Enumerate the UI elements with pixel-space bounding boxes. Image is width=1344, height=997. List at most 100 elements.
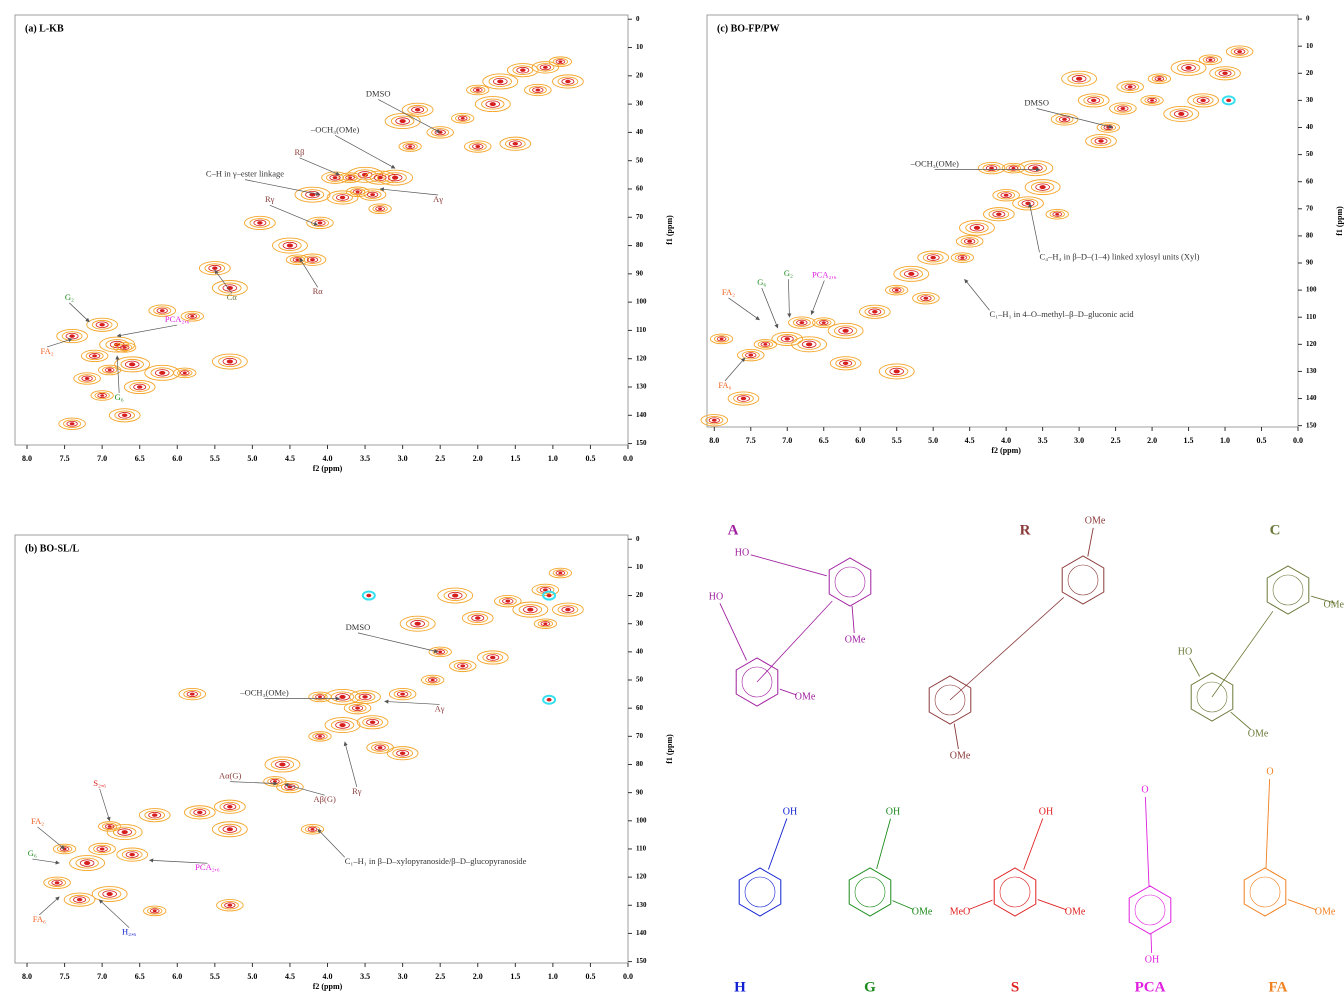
- annotation-label: PCA₂,₆: [195, 862, 220, 872]
- annotation-label: G₆: [757, 277, 766, 287]
- x-tick-label: 4.5: [965, 436, 975, 445]
- contour-core: [712, 419, 717, 422]
- x-tick-label: 0.0: [623, 454, 633, 463]
- group-label: OH: [1145, 954, 1159, 965]
- y-tick-label: 130: [1306, 367, 1317, 375]
- annotation-label: G₆: [28, 848, 37, 858]
- panel-title: (c) BO-FP/PW: [717, 23, 779, 34]
- x-tick-label: 5.5: [210, 972, 220, 981]
- bond: [757, 582, 850, 682]
- y-tick-label: 0: [636, 15, 640, 23]
- contour-core: [408, 145, 412, 148]
- y-tick-label: 70: [1306, 204, 1314, 212]
- contour-core: [69, 334, 75, 338]
- contour-core: [70, 422, 75, 425]
- x-tick-label: 3.5: [1038, 436, 1048, 445]
- annotation-label: DMSO: [366, 88, 391, 98]
- x-tick-label: 1.0: [1220, 436, 1230, 445]
- contour-core: [520, 68, 526, 72]
- contour-core: [400, 693, 405, 696]
- y-tick-label: 110: [1306, 313, 1317, 321]
- contour-core: [318, 221, 323, 224]
- contour-core: [122, 414, 128, 418]
- contour-core: [1128, 85, 1133, 88]
- x-tick-label: 0.5: [585, 454, 595, 463]
- contour-core: [378, 208, 382, 211]
- y-tick-label: 100: [636, 298, 647, 306]
- contour-core: [99, 323, 105, 327]
- x-tick-label: 6.5: [135, 972, 145, 981]
- bond: [954, 724, 958, 749]
- annotation-label: FA₆: [33, 914, 46, 924]
- contour-core: [908, 272, 914, 276]
- contour-core: [513, 142, 519, 146]
- x-tick-label: 1.0: [548, 972, 558, 981]
- contour-core: [799, 321, 804, 324]
- annotation-label: C₁–H₁ in 4–O–methyl–β–D–gluconic acid: [990, 309, 1135, 319]
- y-tick-label: 100: [1306, 286, 1317, 294]
- annotation-label: C₁–H₁ in β–D–xylopyranoside/β–D–glucopyr…: [345, 856, 527, 866]
- y-tick-label: 50: [636, 156, 644, 164]
- x-tick-label: 5.5: [210, 454, 220, 463]
- contour-core: [310, 258, 315, 261]
- x-tick-label: 3.0: [398, 972, 408, 981]
- contour-core: [558, 572, 562, 575]
- x-tick-label: 4.0: [323, 972, 333, 981]
- group-label: OMe: [845, 634, 866, 645]
- x-tick-label: 2.0: [473, 454, 483, 463]
- y-tick-label: 90: [1306, 259, 1314, 267]
- annotation-label: C–H in γ–ester linkage: [206, 169, 284, 179]
- y-tick-label: 80: [636, 241, 644, 249]
- annotation-label: FA₂: [40, 346, 53, 356]
- y-tick-label: 140: [636, 929, 647, 937]
- contour-core: [1208, 58, 1212, 61]
- contour-core: [431, 679, 435, 682]
- annotation-label: –OCH₃(OMe): [239, 688, 288, 698]
- benzene-ring: [1129, 886, 1171, 934]
- ring-inner: [745, 877, 775, 907]
- annotation-label: PCA₂,₆: [812, 269, 837, 279]
- annotation-label: Rγ: [352, 786, 362, 796]
- contour-core: [152, 813, 158, 817]
- y-tick-label: 10: [636, 563, 644, 571]
- bond: [1266, 779, 1270, 868]
- contour-core: [894, 369, 900, 373]
- contour-core: [1055, 213, 1059, 216]
- contour-core: [1157, 77, 1161, 80]
- contour-core: [505, 600, 510, 603]
- x-tick-label: 6.0: [172, 972, 182, 981]
- contour-core: [565, 608, 571, 612]
- bond: [768, 819, 786, 870]
- contour-core: [967, 240, 972, 243]
- x-tick-label: 4.0: [323, 454, 333, 463]
- y-tick-label: 50: [1306, 150, 1314, 158]
- y-tick-label: 130: [636, 383, 647, 391]
- annotation-label: –OCH₃(OMe): [910, 158, 959, 168]
- contour-core: [129, 362, 135, 366]
- contour-core: [960, 256, 964, 259]
- contour-core: [543, 622, 547, 625]
- accent-core: [1226, 99, 1231, 103]
- group-label: OH: [886, 806, 900, 817]
- contour-core: [160, 309, 165, 312]
- contour-core: [438, 651, 442, 654]
- contour-core: [475, 145, 480, 148]
- x-tick-label: 8.0: [22, 454, 32, 463]
- contour-core: [785, 337, 791, 341]
- contour-core: [333, 176, 338, 179]
- x-tick-label: 2.5: [1111, 436, 1121, 445]
- x-tick-label: 5.5: [892, 436, 902, 445]
- bond: [892, 901, 913, 910]
- group-label: OMe: [795, 691, 816, 702]
- annotation-label: G₂: [784, 268, 793, 278]
- contour-core: [370, 193, 375, 196]
- x-tick-label: 3.5: [360, 454, 370, 463]
- contour-core: [930, 256, 936, 260]
- y-tick-label: 80: [1306, 232, 1314, 240]
- x-tick-label: 0.5: [1257, 436, 1267, 445]
- annotation-label: G₆: [115, 392, 124, 402]
- x-tick-label: 8.0: [22, 972, 32, 981]
- contour-core: [227, 904, 232, 907]
- contour-core: [497, 79, 503, 83]
- bond: [1288, 900, 1317, 910]
